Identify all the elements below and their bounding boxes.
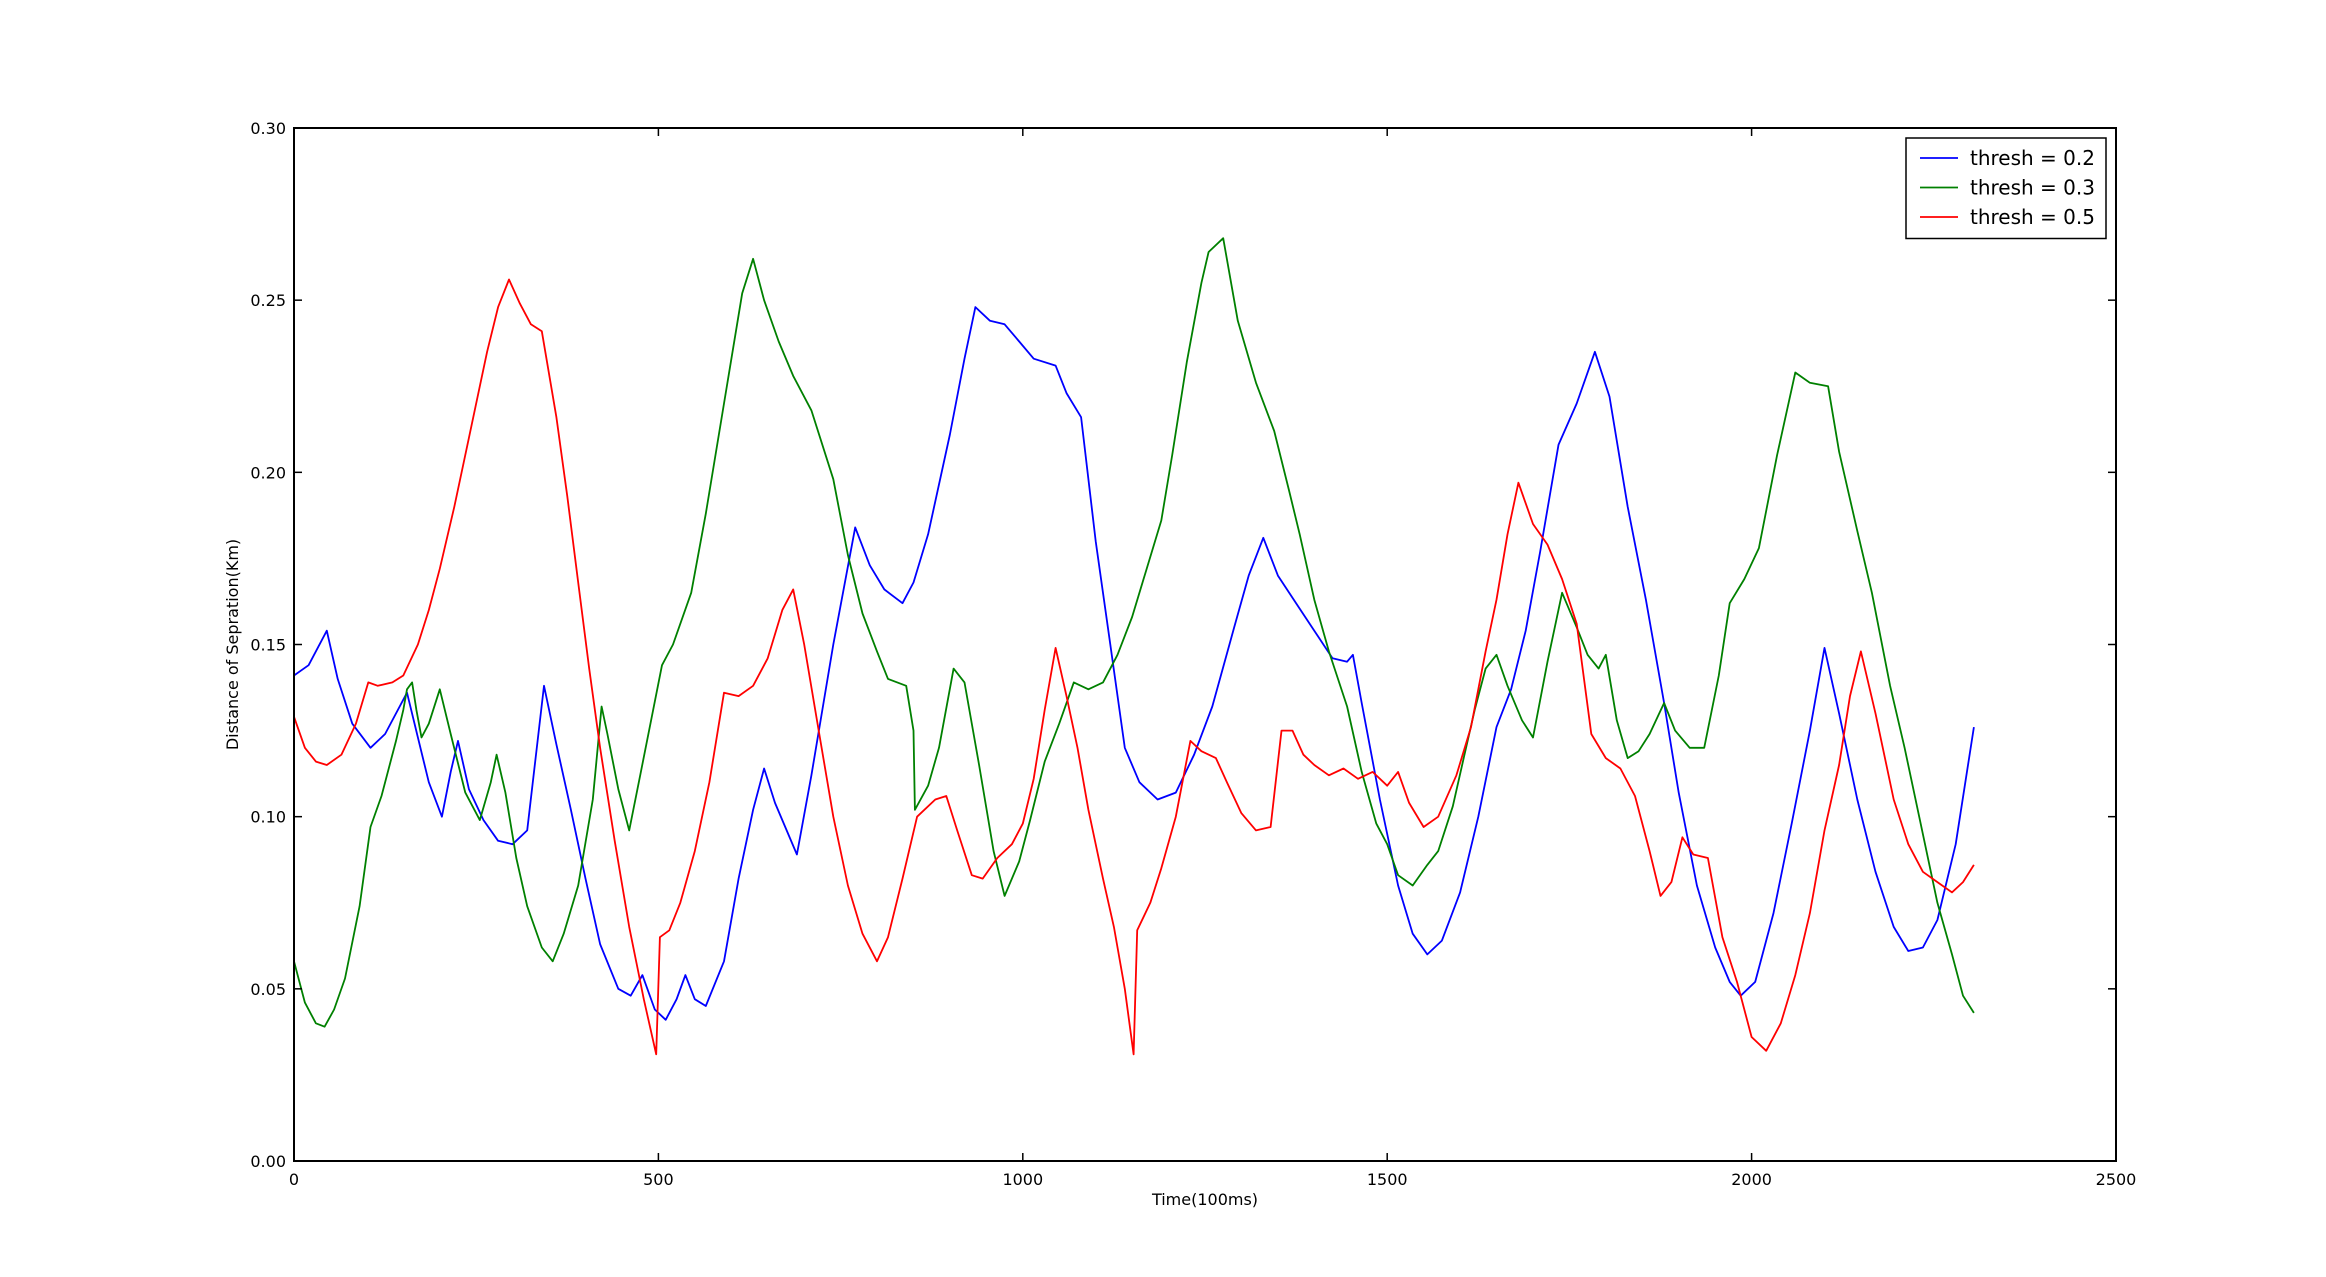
x-axis-label: Time(100ms) xyxy=(1151,1190,1258,1209)
y-tick-label: 0.15 xyxy=(250,636,286,655)
y-tick-label: 0.05 xyxy=(250,980,286,999)
legend-label-1: thresh = 0.2 xyxy=(1970,146,2095,170)
y-tick-label: 0.30 xyxy=(250,119,286,138)
x-tick-label: 1000 xyxy=(1002,1170,1043,1189)
legend-label-2: thresh = 0.3 xyxy=(1970,176,2095,200)
y-tick-label: 0.25 xyxy=(250,291,286,310)
series-layer xyxy=(293,237,1975,1056)
x-tick-label: 2000 xyxy=(1731,1170,1772,1189)
plot-area-frame xyxy=(293,127,2117,1162)
x-tick-label: 500 xyxy=(643,1170,674,1189)
y-axis-label: Distance of Sepration(Km) xyxy=(223,539,242,750)
series-line-2 xyxy=(293,237,1975,1028)
x-tick-label: 0 xyxy=(289,1170,299,1189)
series-line-3 xyxy=(293,278,1975,1056)
axis-ticks: 0 500 1000 1500 2000 2500 0.00 0.05 0.10 0.15 0.20… xyxy=(250,119,2136,1189)
x-tick-label: 1500 xyxy=(1367,1170,1408,1189)
legend-label-3: thresh = 0.5 xyxy=(1970,205,2095,229)
legend: thresh = 0.2 thresh = 0.3 thresh = 0.5 xyxy=(1905,137,2107,240)
y-tick-label: 0.00 xyxy=(250,1152,286,1171)
y-tick-label: 0.10 xyxy=(250,808,286,827)
series-line-1 xyxy=(293,306,1975,1021)
x-tick-label: 2500 xyxy=(2096,1170,2137,1189)
y-tick-label: 0.20 xyxy=(250,463,286,482)
